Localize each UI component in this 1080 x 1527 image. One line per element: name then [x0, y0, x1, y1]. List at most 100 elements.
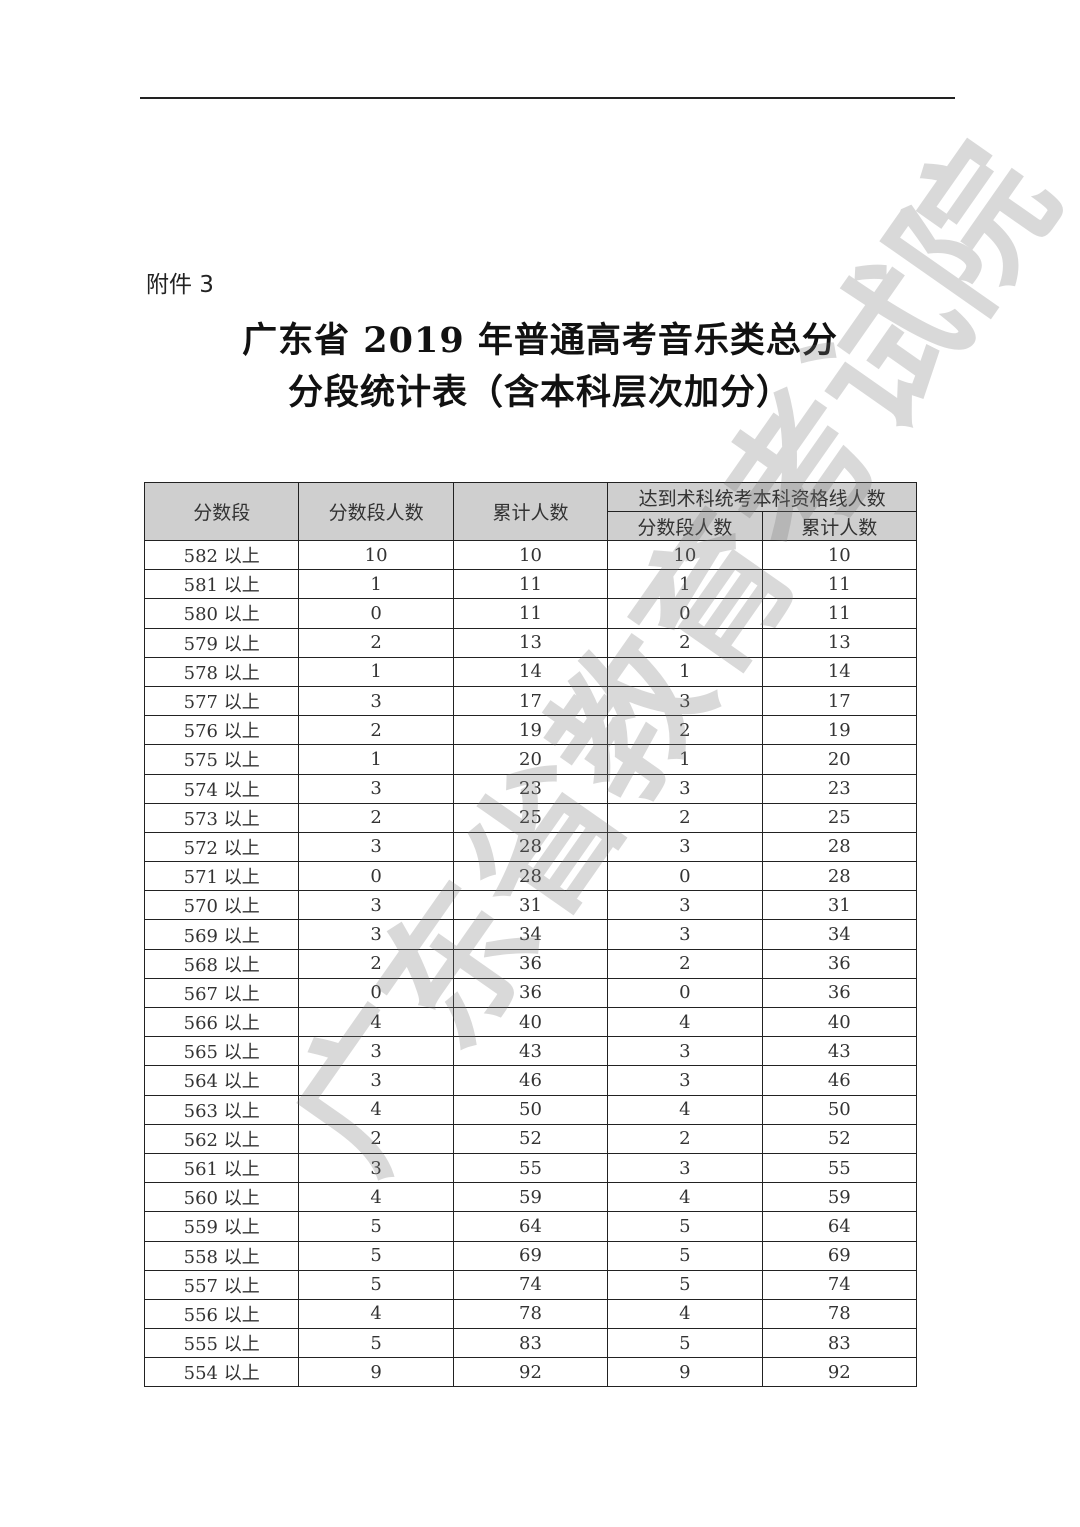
cell-band-count: 0 [298, 977, 454, 1009]
cell-cumulative: 20 [452, 744, 609, 775]
cell-band-count: 4 [298, 1298, 454, 1330]
cell-qualified-band-count: 1 [607, 569, 763, 600]
table-row: 569 以上 3 34 3 34 [143, 919, 917, 950]
table-row: 575 以上 1 20 1 20 [143, 744, 917, 775]
cell-cumulative: 50 [452, 1094, 609, 1125]
cell-score-band: 559 以上 [143, 1211, 300, 1242]
cell-qualified-cumulative: 50 [761, 1094, 917, 1125]
cell-qualified-cumulative: 14 [761, 656, 917, 687]
cell-band-count: 0 [298, 598, 454, 629]
table-row: 571 以上 0 28 0 28 [143, 861, 917, 892]
cell-band-count: 5 [298, 1328, 454, 1359]
table-row: 576 以上 2 19 2 19 [143, 715, 917, 746]
cell-qualified-band-count: 5 [607, 1211, 763, 1242]
cell-qualified-cumulative: 28 [761, 861, 917, 892]
cell-qualified-cumulative: 25 [761, 802, 917, 833]
cell-qualified-cumulative: 74 [761, 1269, 917, 1300]
cell-cumulative: 11 [452, 569, 609, 600]
cell-cumulative: 28 [452, 861, 609, 892]
cell-cumulative: 19 [452, 715, 609, 746]
cell-qualified-band-count: 9 [607, 1357, 763, 1388]
table-row: 558 以上 5 69 5 69 [143, 1240, 917, 1271]
table-row: 567 以上 0 36 0 36 [143, 977, 917, 1009]
table-row: 563 以上 4 50 4 50 [143, 1094, 917, 1125]
cell-band-count: 2 [298, 715, 454, 746]
cell-score-band: 565 以上 [143, 1036, 300, 1067]
cell-qualified-band-count: 3 [607, 1036, 763, 1067]
cell-qualified-cumulative: 36 [761, 977, 917, 1009]
cell-qualified-cumulative: 34 [761, 919, 917, 950]
cell-cumulative: 14 [452, 656, 609, 687]
cell-band-count: 4 [298, 1094, 454, 1125]
cell-cumulative: 11 [452, 598, 609, 629]
cell-score-band: 582 以上 [143, 539, 300, 571]
cell-band-count: 2 [298, 802, 454, 833]
cell-cumulative: 92 [452, 1357, 609, 1388]
cell-score-band: 573 以上 [143, 802, 300, 833]
cell-score-band: 558 以上 [143, 1240, 300, 1271]
cell-qualified-band-count: 3 [607, 1065, 763, 1096]
cell-qualified-band-count: 0 [607, 598, 763, 629]
cell-qualified-band-count: 5 [607, 1269, 763, 1300]
cell-score-band: 555 以上 [143, 1328, 300, 1359]
cell-score-band: 560 以上 [143, 1182, 300, 1213]
cell-qualified-band-count: 10 [607, 539, 763, 571]
cell-cumulative: 25 [452, 802, 609, 833]
cell-band-count: 2 [298, 627, 454, 658]
table-row: 582 以上 10 10 10 10 [143, 539, 917, 571]
cell-qualified-band-count: 3 [607, 890, 763, 921]
table-row: 562 以上 2 52 2 52 [143, 1123, 917, 1154]
cell-band-count: 3 [298, 773, 454, 804]
cell-cumulative: 28 [452, 831, 609, 863]
cell-qualified-cumulative: 11 [761, 598, 917, 629]
cell-cumulative: 52 [452, 1123, 609, 1154]
header-score-band: 分数段 [143, 482, 300, 541]
cell-cumulative: 74 [452, 1269, 609, 1300]
header-qualified-band-count: 分数段人数 [607, 511, 763, 541]
cell-qualified-cumulative: 28 [761, 831, 917, 863]
table-row: 561 以上 3 55 3 55 [143, 1152, 917, 1184]
cell-cumulative: 43 [452, 1036, 609, 1067]
cell-band-count: 5 [298, 1269, 454, 1300]
cell-score-band: 570 以上 [143, 890, 300, 921]
cell-cumulative: 10 [452, 539, 609, 571]
cell-qualified-band-count: 5 [607, 1240, 763, 1271]
cell-band-count: 3 [298, 831, 454, 863]
cell-band-count: 0 [298, 861, 454, 892]
cell-score-band: 556 以上 [143, 1298, 300, 1330]
cell-qualified-band-count: 2 [607, 627, 763, 658]
cell-band-count: 1 [298, 744, 454, 775]
cell-qualified-cumulative: 36 [761, 948, 917, 979]
cell-cumulative: 23 [452, 773, 609, 804]
table-row: 559 以上 5 64 5 64 [143, 1211, 917, 1242]
header-rule [140, 97, 955, 99]
cell-score-band: 554 以上 [143, 1357, 300, 1388]
cell-band-count: 1 [298, 656, 454, 687]
cell-qualified-band-count: 5 [607, 1328, 763, 1359]
cell-qualified-cumulative: 40 [761, 1006, 917, 1038]
cell-score-band: 566 以上 [143, 1006, 300, 1038]
header-qualified-cumulative: 累计人数 [761, 511, 917, 541]
cell-qualified-band-count: 3 [607, 773, 763, 804]
cell-qualified-cumulative: 92 [761, 1357, 917, 1388]
cell-qualified-cumulative: 23 [761, 773, 917, 804]
cell-qualified-band-count: 4 [607, 1298, 763, 1330]
cell-cumulative: 55 [452, 1152, 609, 1184]
cell-qualified-cumulative: 59 [761, 1182, 917, 1213]
cell-qualified-cumulative: 64 [761, 1211, 917, 1242]
table-row: 564 以上 3 46 3 46 [143, 1065, 917, 1096]
cell-cumulative: 36 [452, 977, 609, 1009]
cell-qualified-cumulative: 10 [761, 539, 917, 571]
cell-cumulative: 40 [452, 1006, 609, 1038]
cell-qualified-band-count: 3 [607, 919, 763, 950]
cell-score-band: 572 以上 [143, 831, 300, 863]
cell-band-count: 3 [298, 1152, 454, 1184]
cell-qualified-band-count: 2 [607, 948, 763, 979]
cell-qualified-cumulative: 20 [761, 744, 917, 775]
cell-qualified-cumulative: 55 [761, 1152, 917, 1184]
attachment-label: 附件 3 [146, 272, 214, 298]
header-cumulative: 累计人数 [452, 482, 609, 541]
table-row: 577 以上 3 17 3 17 [143, 685, 917, 717]
cell-band-count: 5 [298, 1240, 454, 1271]
cell-score-band: 564 以上 [143, 1065, 300, 1096]
